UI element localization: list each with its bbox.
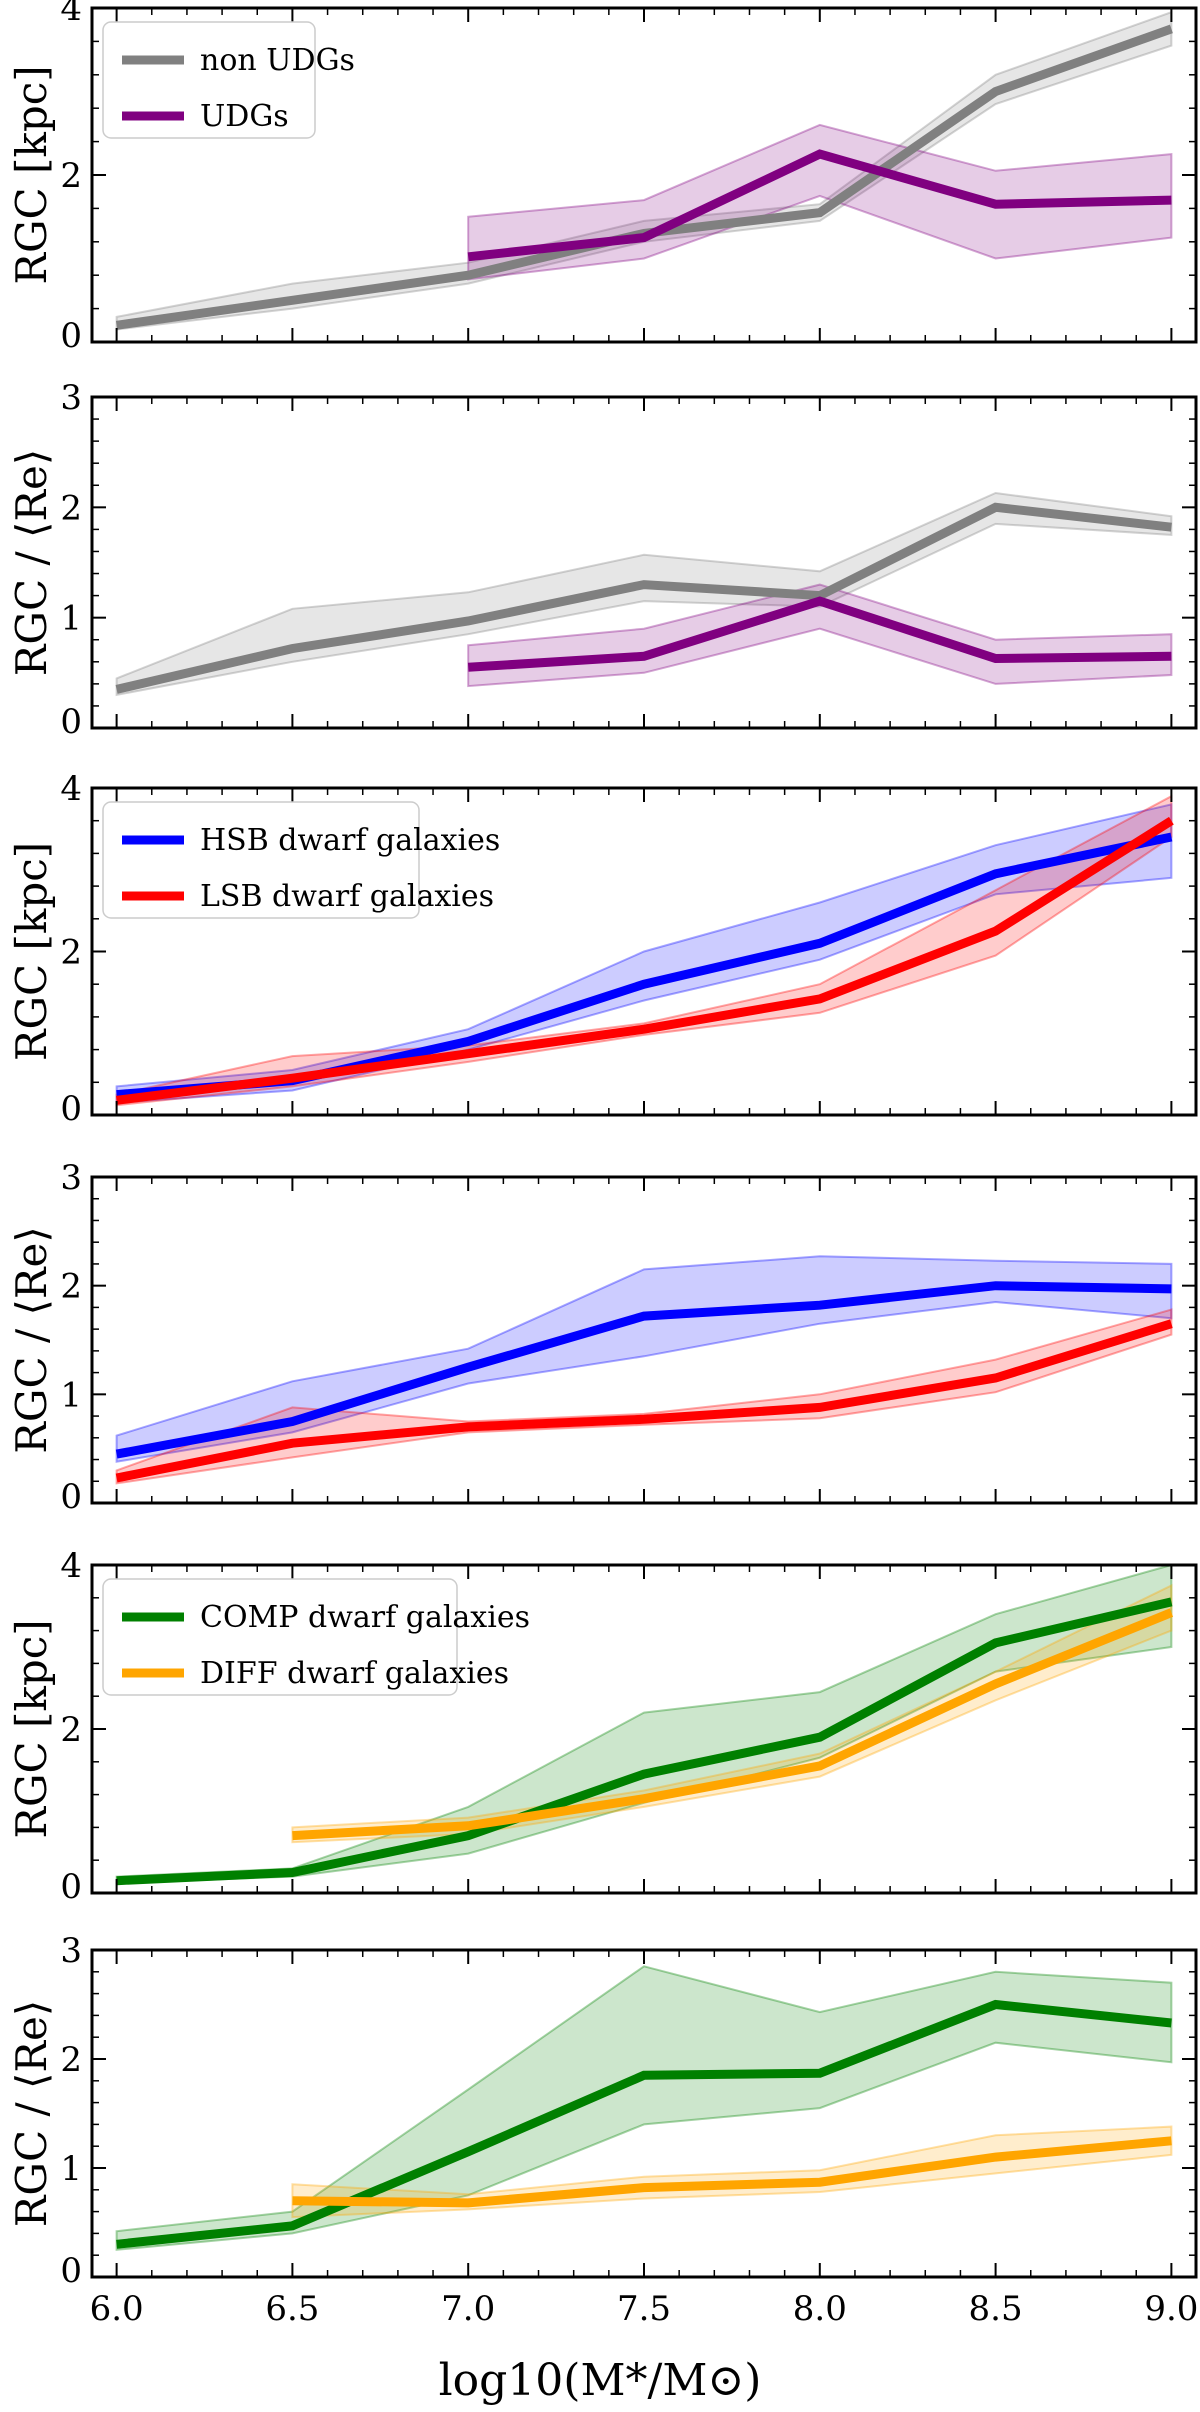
panel-6-ytick-label: 2 [60,2040,82,2080]
legend-frame [102,21,316,139]
panel-5-y-axis-label: RGC [kpc] [7,1619,56,1838]
panel-6-line-1 [116,1999,1172,2249]
panel-2-ytick-label: 1 [60,599,82,639]
panel-3-ytick-label: 2 [60,933,82,973]
panel-6-line-2 [292,2136,1172,2208]
panel-2-y-axis-label: RGC / ⟨Re⟩ [7,449,56,676]
legend-label-1: HSB dwarf galaxies [200,823,500,858]
x-tick-label: 8.0 [793,2289,847,2329]
panel-4-ytick-label: 1 [60,1375,82,1415]
legend-label-1: non UDGs [200,43,355,78]
panel-1-legend: non UDGs UDGs [102,21,355,139]
panel-2-ytick-label: 3 [60,378,82,418]
panel-6-ytick-label: 1 [60,2149,82,2189]
legend-label-1: COMP dwarf galaxies [200,1600,530,1635]
x-tick-label: 8.5 [969,2289,1023,2329]
panel-1-ytick-label: 0 [60,316,82,356]
legend-label-2: UDGs [200,99,289,134]
panel-4-line-2 [115,1319,1173,1483]
x-axis-label: log10(M*/M⊙) [439,2355,762,2406]
legend-label-2: LSB dwarf galaxies [200,879,494,914]
panel-2-ytick-label: 2 [60,488,82,528]
legend-frame [102,801,420,919]
x-tick-label: 6.5 [265,2289,319,2329]
panel-4-band-2 [115,1308,1173,1485]
panel-3-legend: HSB dwarf galaxies LSB dwarf galaxies [102,801,500,919]
panel-3-y-axis-label: RGC [kpc] [7,842,56,1061]
panel-4-ytick-label: 0 [60,1477,82,1517]
panel-5-ytick-label: 4 [60,1546,82,1586]
panel-2-line-1 [115,502,1172,694]
panel-3-ytick-label: 4 [60,769,82,809]
panel-3-ytick-label: 0 [60,1089,82,1129]
panel-5-line-1 [116,1597,1173,1886]
panel-4-ytick-label: 2 [60,1267,82,1307]
legend-label-2: DIFF dwarf galaxies [200,1656,509,1691]
x-tick-label: 7.0 [441,2289,495,2329]
panel-3-band-1 [115,803,1173,1104]
panel-4-y-axis-label: RGC / ⟨Re⟩ [7,1226,56,1453]
legend-frame [102,1578,458,1696]
x-tick-label: 7.5 [617,2289,671,2329]
panel-3-line-2 [116,816,1174,1105]
panel-6-band-2 [291,2125,1173,2219]
x-tick-label: 6.0 [90,2289,144,2329]
panel-6-y-axis-label: RGC / ⟨Re⟩ [7,2000,56,2227]
panel-6-ytick-label: 0 [60,2251,82,2291]
panel-5-ytick-label: 2 [60,1710,82,1750]
panel-1-line-2 [467,149,1172,262]
panel-5-line-2 [292,1608,1174,1841]
panel-2-line-2 [467,596,1172,672]
panel-5-ytick-label: 0 [60,1867,82,1907]
panel-2-ytick-label: 0 [60,702,82,742]
panel-4-band-1 [115,1255,1173,1463]
panel-6-ytick-label: 3 [60,1931,82,1971]
panel-1-y-axis-label: RGC [kpc] [7,65,56,284]
panel-4-ytick-label: 3 [60,1158,82,1198]
panel-4-line-1 [115,1281,1172,1459]
x-tick-label: 9.0 [1144,2289,1198,2329]
panel-1-ytick-label: 4 [60,0,82,29]
panel-5-band-1 [115,1563,1173,1885]
panel-5-legend: COMP dwarf galaxies DIFF dwarf galaxies [102,1578,530,1696]
panel-2-band-1 [115,491,1173,697]
panel-1-ytick-label: 2 [60,156,82,196]
panel-1: 0 2 4 RGC [kpc] non UDGs UDGs [7,0,1198,356]
